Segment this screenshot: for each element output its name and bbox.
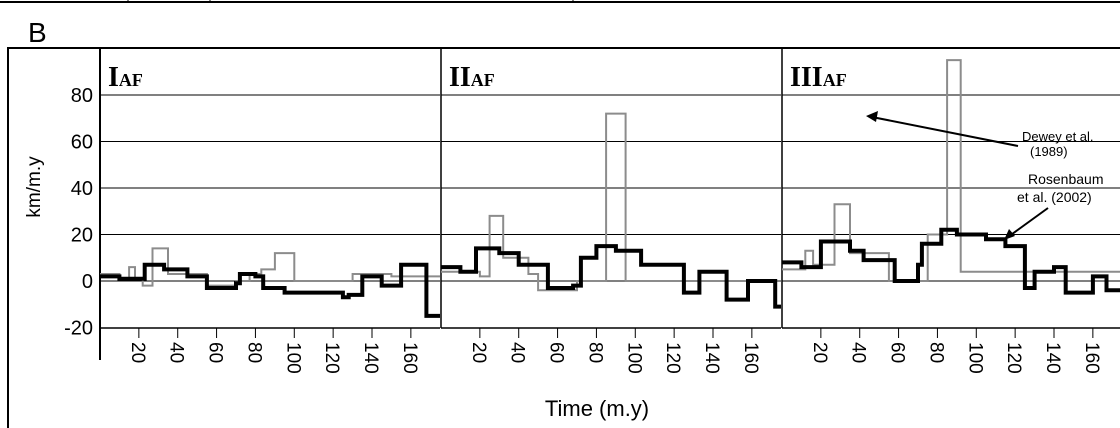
chart-panel-2: 20 40 60 80 100 120 140 160 IIAF [440, 48, 781, 374]
x-tick-label: 20 [468, 342, 489, 363]
annotation-rosenbaum: Rosenbaum et al. (2002) [1004, 171, 1104, 240]
annotation-dewey-line1: Dewey et al. [1022, 129, 1094, 144]
panel-label: IIAF [449, 62, 495, 93]
x-tick-label: 120 [321, 342, 342, 374]
x-tick-label: 100 [282, 342, 303, 374]
annotation-rosenbaum-line1: Rosenbaum [1028, 171, 1104, 187]
top-border-fragment [0, 0, 1120, 3]
arrow-dewey [871, 116, 1019, 147]
series-dewey-line [782, 59, 1120, 282]
annotation-rosenbaum-line2: et al. (2002) [1017, 189, 1092, 205]
panel-letter: B [28, 17, 47, 48]
x-axis-label: Time (m.y) [545, 396, 649, 421]
x-tick-label: 20 [809, 342, 830, 363]
y-tick-label: 20 [71, 225, 93, 247]
series-rosenbaum-line [100, 262, 440, 318]
y-axis-label: km/m.y [24, 156, 45, 218]
arrow-rosenbaum [1007, 207, 1049, 238]
x-tick-label: 160 [1081, 342, 1102, 374]
y-tick-label: 80 [71, 85, 93, 107]
chart-panel-3: 20 40 60 80 100 120 140 160 IIIAF [781, 48, 1120, 374]
x-tick-label: 60 [205, 342, 226, 363]
series-dewey-line [441, 112, 781, 292]
arrowhead-dewey [866, 111, 878, 122]
x-tick-label: 120 [662, 342, 683, 374]
x-tick-label: 80 [925, 342, 946, 363]
y-tick-label: -20 [64, 318, 93, 340]
x-tick-label: 140 [701, 342, 722, 374]
chart-panel-1: 20 40 60 80 100 120 140 160 IAF [99, 48, 440, 374]
series-rosenbaum-line [782, 227, 1120, 295]
x-tick-label: 20 [127, 342, 148, 363]
panel-label: IAF [108, 62, 143, 93]
x-tick-label: 120 [1003, 342, 1024, 374]
chart-panels: 20 40 60 80 100 120 140 160 IAF 20 40 60 80 100 120 140… [99, 48, 1120, 374]
x-tick-label: 80 [584, 342, 605, 363]
figure-frame [7, 47, 1120, 428]
y-tick-labels: 80 60 40 20 0 -20 [64, 85, 93, 340]
x-tick-label: 100 [623, 342, 644, 374]
x-tick-label: 40 [848, 342, 869, 363]
x-tick-label: 60 [546, 342, 567, 363]
y-tick-label: 60 [71, 132, 93, 154]
y-tick-label: 40 [71, 178, 93, 200]
x-tick-label: 160 [399, 342, 420, 374]
panel-label: IIIAF [790, 62, 847, 93]
x-tick-label: 100 [964, 342, 985, 374]
x-tick-label: 80 [243, 342, 264, 363]
x-tick-label: 40 [166, 342, 187, 363]
arrowhead-rosenbaum [1004, 229, 1015, 240]
x-tick-label: 160 [740, 342, 761, 374]
x-tick-label: 140 [1042, 342, 1063, 374]
y-tick-label: 0 [82, 271, 93, 293]
x-tick-label: 40 [507, 342, 528, 363]
series-rosenbaum-line [441, 244, 781, 309]
x-tick-label: 60 [887, 342, 908, 363]
x-tick-label: 140 [360, 342, 381, 374]
annotation-dewey-line2: (1989) [1030, 144, 1068, 159]
series-dewey-line [100, 247, 440, 287]
annotation-dewey: Dewey et al. (1989) [866, 111, 1094, 159]
